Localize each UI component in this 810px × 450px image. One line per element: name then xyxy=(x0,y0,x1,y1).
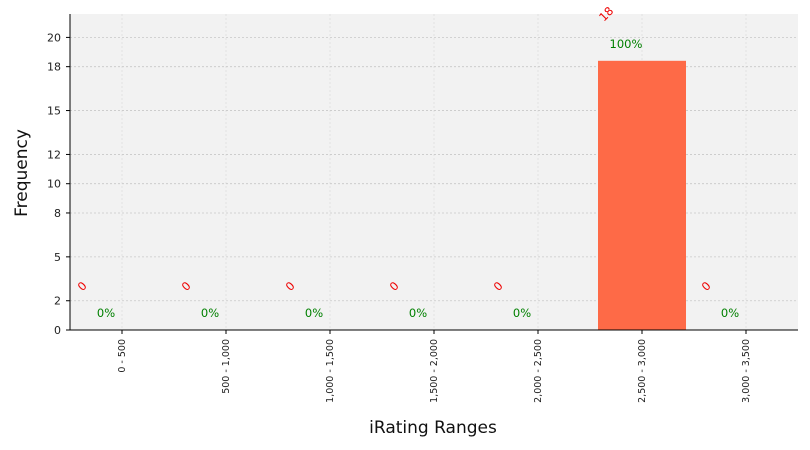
y-axis-title: Frequency xyxy=(12,129,32,217)
y-tick-label: 20 xyxy=(47,31,61,44)
x-tick-label: 500 - 1,000 xyxy=(221,339,232,394)
y-tick-label: 10 xyxy=(47,178,61,191)
y-tick-label: 15 xyxy=(47,105,61,118)
x-tick-label: 0 - 500 xyxy=(117,339,128,373)
x-tick-label: 2,000 - 2,500 xyxy=(533,339,544,403)
bar-percent-label: 0% xyxy=(721,306,739,320)
y-tick-label: 5 xyxy=(54,251,61,264)
bar-percent-label: 0% xyxy=(201,306,219,320)
bar-percent-label: 0% xyxy=(513,306,531,320)
y-tick-label: 2 xyxy=(54,295,61,308)
x-tick-label: 1,500 - 2,000 xyxy=(429,339,440,403)
y-tick-label: 0 xyxy=(54,324,61,337)
bar-percent-label: 0% xyxy=(305,306,323,320)
grid-layer xyxy=(70,14,798,330)
y-tick-label: 18 xyxy=(47,61,61,74)
bar-percent-label: 0% xyxy=(409,306,427,320)
y-tick-label: 12 xyxy=(47,148,61,161)
x-axis-title: iRating Ranges xyxy=(369,418,497,438)
x-tick-layer: 0 - 500 500 - 1,000 1,000 - 1,500 1,500 - 2… xyxy=(117,330,752,403)
x-tick-label: 1,000 - 1,500 xyxy=(325,339,336,403)
bar-layer xyxy=(598,60,686,330)
bar xyxy=(598,60,686,330)
x-tick-label: 3,000 - 3,500 xyxy=(741,339,752,403)
bar-percent-label: 100% xyxy=(610,37,643,51)
y-tick-label: 8 xyxy=(54,207,61,220)
y-tick-layer: 0 2 5 8 10 12 15 18 20 xyxy=(47,31,70,337)
bar-percent-label: 0% xyxy=(97,306,115,320)
x-tick-label: 2,500 - 3,000 xyxy=(637,339,648,403)
